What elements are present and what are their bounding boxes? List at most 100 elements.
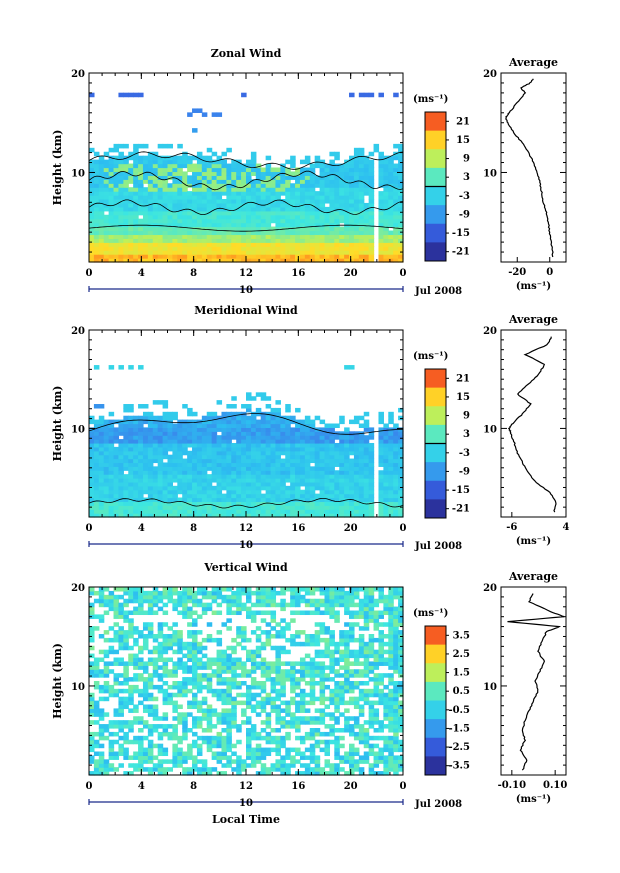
heatmap-cell (108, 179, 115, 184)
heatmap-cell (192, 128, 198, 133)
heatmap-cell (89, 191, 95, 196)
heatmap-cell (383, 497, 389, 503)
heatmap-cell (339, 485, 345, 491)
heatmap-cell (285, 254, 291, 259)
heatmap-cell (383, 159, 389, 165)
heatmap-cell (192, 759, 198, 764)
heatmap-cell (250, 435, 257, 440)
heatmap-cell (93, 427, 100, 432)
heatmap-cell (393, 439, 399, 444)
heatmap-cell (393, 513, 399, 518)
heatmap-cell (201, 159, 208, 165)
heatmap-cell (290, 439, 296, 444)
heatmap-cell (353, 450, 360, 456)
heatmap-cell (98, 415, 105, 421)
heatmap-cell (128, 407, 134, 413)
heatmap-cell (334, 179, 340, 184)
heatmap-cell (118, 171, 124, 176)
heatmap-cell (216, 466, 223, 471)
heatmap-cell (260, 222, 267, 228)
heatmap-cell (304, 159, 311, 165)
heatmap-cell (187, 771, 193, 776)
heatmap-cell (123, 739, 129, 745)
heatmap-cell (211, 427, 218, 432)
heatmap-cell (363, 481, 370, 487)
heatmap-cell (142, 751, 149, 757)
heatmap-cell (172, 630, 178, 635)
heatmap-cell (285, 505, 291, 510)
heatmap-cell (319, 218, 326, 224)
heatmap-cell (295, 610, 301, 616)
heatmap-cell (358, 505, 365, 510)
heatmap-cell (353, 481, 360, 487)
heatmap-cell (162, 187, 169, 192)
heatmap-cell (304, 419, 311, 425)
heatmap-cell (353, 258, 360, 263)
heatmap-cell (226, 171, 232, 176)
heatmap-cell (182, 509, 188, 514)
heatmap-cell (246, 442, 252, 448)
heatmap-cell (89, 587, 95, 592)
heatmap-cell (236, 684, 242, 690)
heatmap-cell (260, 234, 267, 239)
heatmap-cell (211, 214, 218, 220)
heatmap-cell (275, 454, 281, 460)
heatmap-cell (255, 439, 262, 444)
heatmap-cell (157, 250, 164, 255)
heatmap-cell (142, 665, 149, 670)
heatmap-cell (118, 431, 124, 436)
heatmap-cell (206, 513, 213, 518)
heatmap-cell (299, 179, 306, 184)
heatmap-cell (353, 230, 360, 236)
heatmap-cell (363, 226, 370, 232)
heatmap-cell (250, 513, 257, 518)
heatmap-cell (280, 419, 286, 425)
heatmap-cell (162, 767, 169, 772)
heatmap-cell (349, 183, 355, 188)
heatmap-cell (349, 167, 355, 173)
heatmap-cell (295, 704, 301, 710)
heatmap-cell (275, 246, 281, 251)
heatmap-cell (138, 743, 144, 749)
heatmap-cell (280, 759, 286, 764)
heatmap-cell (93, 238, 100, 243)
heatmap-cell (152, 210, 159, 216)
heatmap-cell (344, 442, 350, 448)
heatmap-cell (231, 442, 237, 448)
heatmap-cell (89, 175, 95, 180)
heatmap-cell (275, 171, 281, 176)
heatmap-cell (349, 258, 355, 263)
heatmap-cell (192, 439, 198, 444)
heatmap-cell (216, 454, 223, 460)
heatmap-cell (260, 763, 267, 768)
heatmap-cell (236, 497, 242, 503)
heatmap-cell (349, 171, 355, 176)
heatmap-cell (246, 606, 252, 612)
heatmap-cell (334, 489, 340, 495)
heatmap-cell (138, 747, 144, 753)
heatmap-cell (187, 509, 193, 514)
heatmap-cell (142, 258, 149, 263)
heatmap-cell (324, 218, 331, 224)
heatmap-cell (89, 214, 95, 220)
heatmap-cell (285, 673, 291, 678)
heatmap-cell (339, 454, 345, 460)
heatmap-cell (358, 214, 365, 220)
heatmap-cell (388, 501, 394, 506)
heatmap-cell (339, 175, 345, 180)
heatmap-cell (329, 493, 335, 499)
heatmap-cell (290, 478, 296, 483)
heatmap-cell (103, 167, 110, 173)
heatmap-cell (398, 147, 404, 153)
heatmap-cell (236, 634, 242, 639)
heatmap-cell (314, 258, 321, 263)
heatmap-cell (118, 206, 124, 212)
heatmap-cell (162, 513, 169, 518)
heatmap-cell (231, 250, 237, 255)
heatmap-cell (388, 191, 394, 196)
heatmap-cell (133, 199, 139, 204)
heatmap-cell (147, 497, 154, 503)
heatmap-cell (157, 767, 164, 772)
heatmap-cell (182, 602, 188, 608)
heatmap-cell (221, 509, 227, 514)
